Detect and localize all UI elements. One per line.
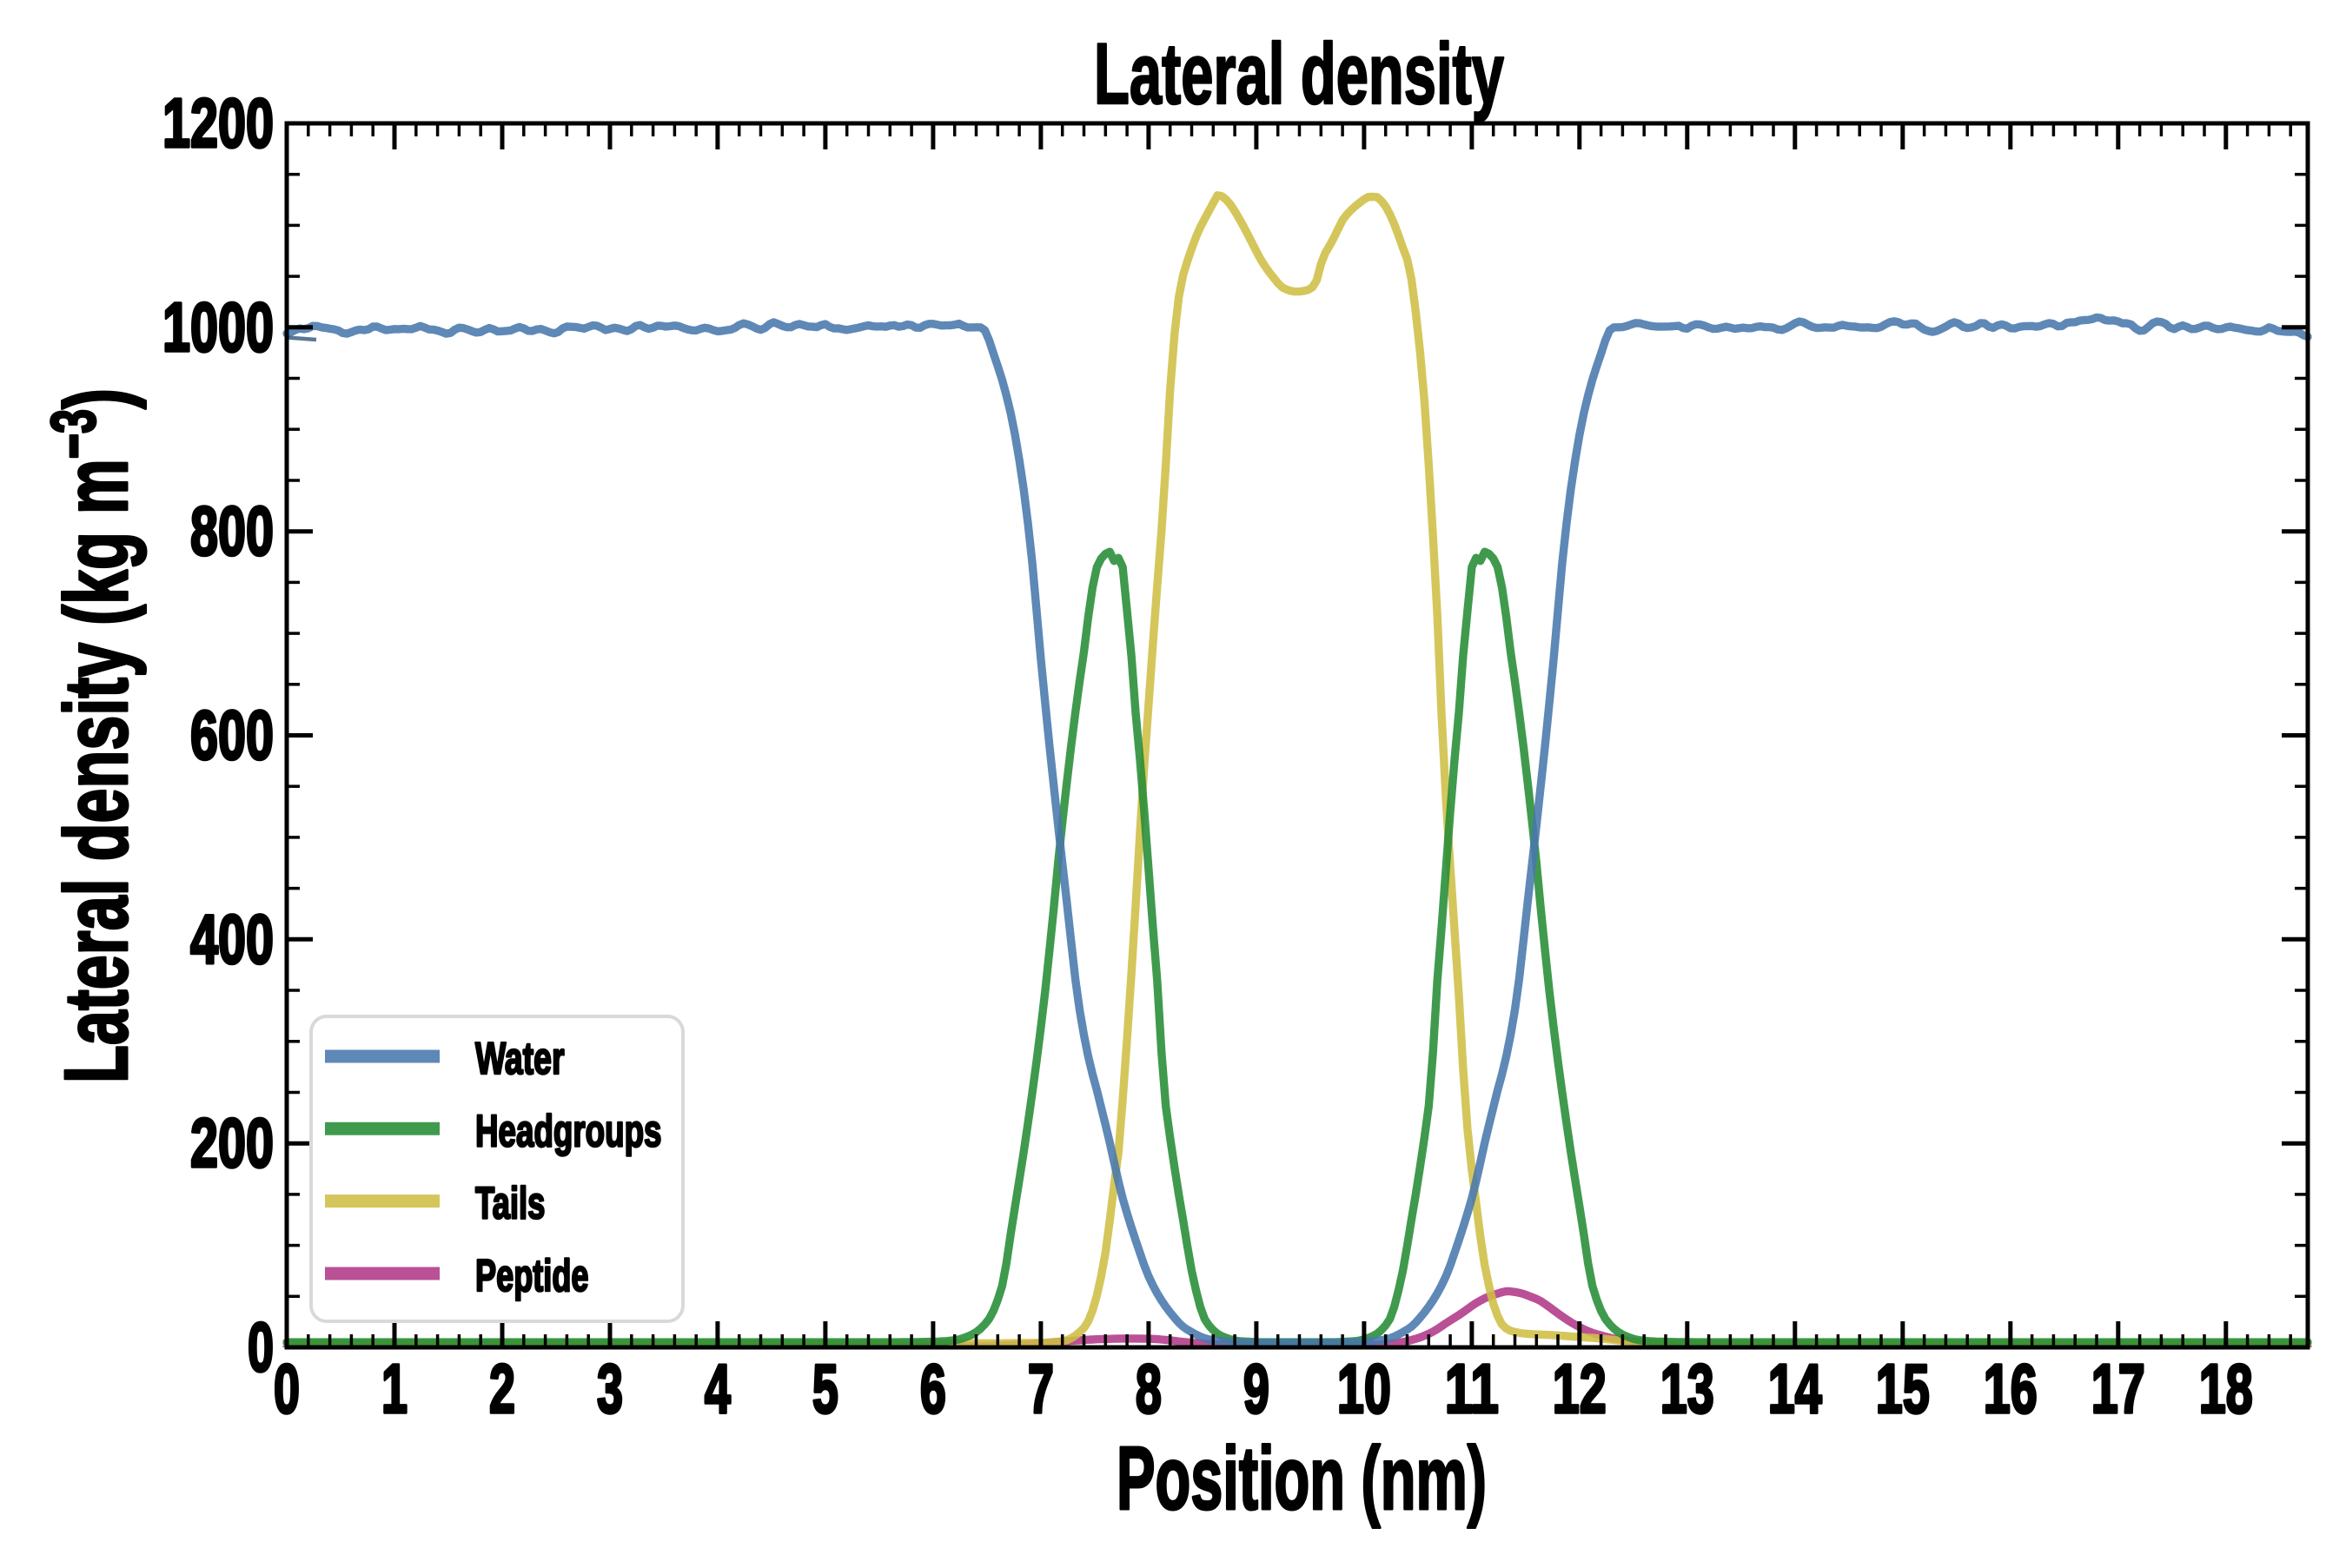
svg-text:4: 4 [705,1350,731,1427]
svg-text:11: 11 [1445,1350,1499,1427]
svg-text:18: 18 [2199,1350,2253,1427]
svg-text:8: 8 [1136,1350,1162,1427]
svg-text:400: 400 [190,900,274,977]
svg-text:15: 15 [1876,1350,1930,1427]
svg-text:1000: 1000 [162,288,274,366]
svg-text:10: 10 [1337,1350,1391,1427]
svg-text:Peptide: Peptide [475,1250,589,1300]
svg-text:13: 13 [1660,1350,1714,1427]
svg-text:Tails: Tails [475,1178,546,1228]
svg-text:0: 0 [274,1350,300,1427]
svg-text:16: 16 [1984,1350,2038,1427]
svg-text:Lateral density (kg m−3): Lateral density (kg m−3) [39,388,146,1083]
svg-text:17: 17 [2091,1350,2145,1427]
svg-text:1: 1 [381,1350,408,1427]
svg-text:2: 2 [489,1350,515,1427]
svg-text:3: 3 [597,1350,623,1427]
svg-text:14: 14 [1768,1350,1822,1427]
svg-text:Water: Water [475,1033,565,1083]
svg-text:800: 800 [190,493,274,570]
svg-text:Position (nm): Position (nm) [1117,1428,1487,1528]
svg-text:7: 7 [1028,1350,1054,1427]
svg-text:12: 12 [1553,1350,1607,1427]
svg-text:Lateral density: Lateral density [1094,25,1504,122]
svg-text:600: 600 [190,697,274,774]
svg-text:6: 6 [920,1350,946,1427]
svg-text:Headgroups: Headgroups [475,1105,662,1155]
svg-text:1200: 1200 [162,84,274,162]
svg-text:200: 200 [190,1104,274,1181]
svg-text:0: 0 [248,1308,274,1386]
svg-text:9: 9 [1243,1350,1269,1427]
svg-text:5: 5 [812,1350,838,1427]
